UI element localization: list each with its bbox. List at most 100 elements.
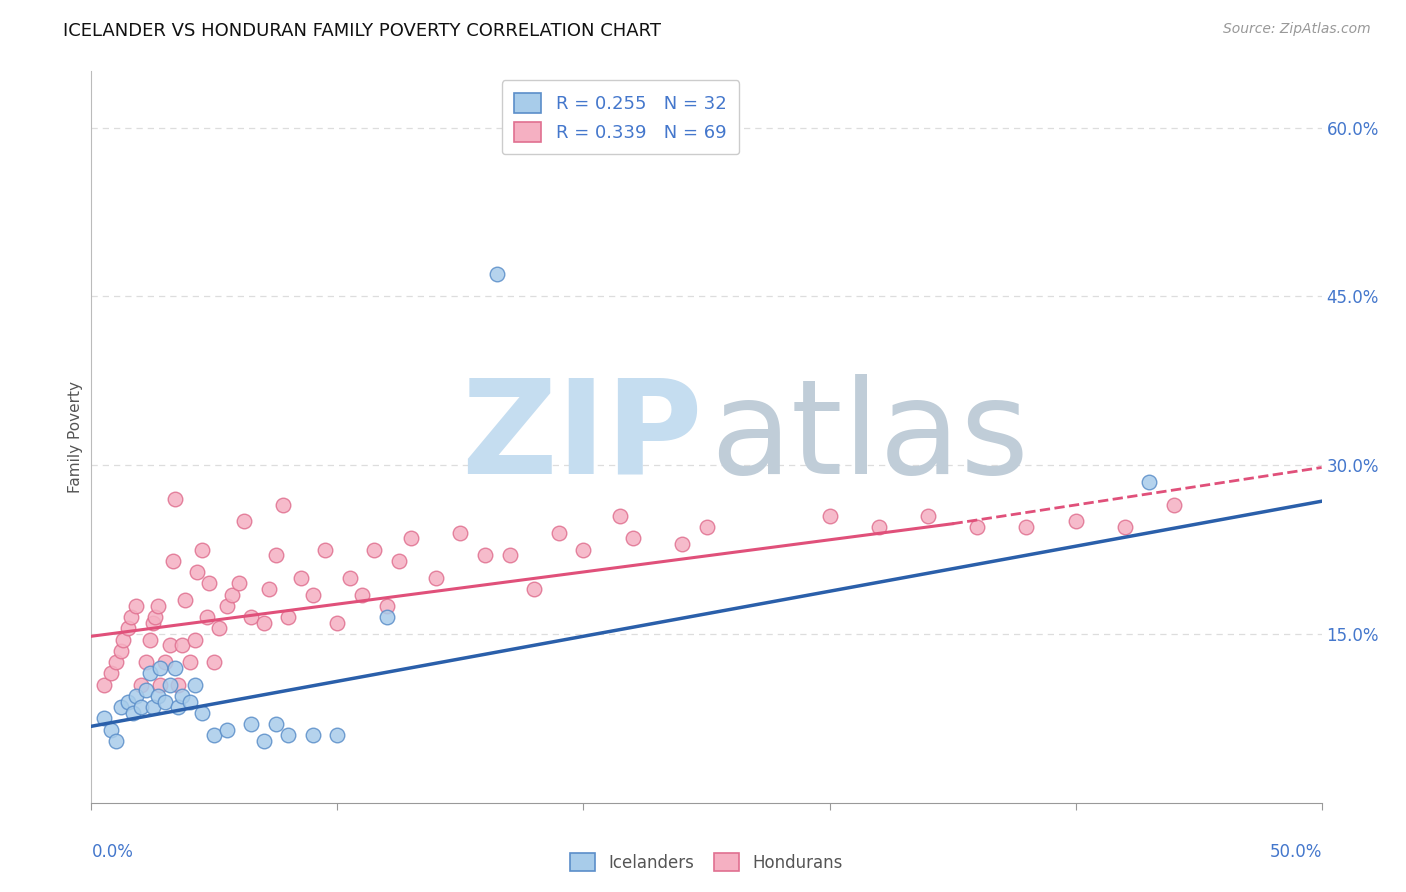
Point xyxy=(221,588,243,602)
Point xyxy=(120,610,142,624)
Point xyxy=(146,599,169,613)
Point xyxy=(93,678,115,692)
Point xyxy=(314,542,336,557)
Point xyxy=(129,700,152,714)
Point xyxy=(105,734,127,748)
Point xyxy=(498,548,520,562)
Point xyxy=(621,532,644,546)
Point xyxy=(609,508,631,523)
Point xyxy=(277,728,299,742)
Point xyxy=(301,728,323,742)
Point xyxy=(1139,475,1161,489)
Point xyxy=(163,661,186,675)
Point xyxy=(202,728,225,742)
Point xyxy=(163,491,186,506)
Point xyxy=(232,515,256,529)
Point xyxy=(425,571,447,585)
Point xyxy=(172,689,194,703)
Point xyxy=(818,508,841,523)
Point xyxy=(129,678,152,692)
Point xyxy=(253,615,276,630)
Point xyxy=(117,694,139,708)
Point xyxy=(146,689,169,703)
Point xyxy=(277,610,299,624)
Point xyxy=(142,615,165,630)
Point xyxy=(186,565,208,579)
Point xyxy=(695,520,717,534)
Point xyxy=(179,694,201,708)
Point xyxy=(240,610,263,624)
Point xyxy=(290,571,312,585)
Point xyxy=(375,599,398,613)
Text: atlas: atlas xyxy=(710,374,1029,500)
Point xyxy=(100,723,122,737)
Point xyxy=(112,632,135,647)
Point xyxy=(174,593,197,607)
Point xyxy=(215,599,238,613)
Point xyxy=(966,520,988,534)
Point xyxy=(139,632,162,647)
Point xyxy=(1163,498,1185,512)
Point xyxy=(449,525,471,540)
Point xyxy=(399,532,422,546)
Point xyxy=(301,588,323,602)
Text: 0.0%: 0.0% xyxy=(91,843,134,861)
Point xyxy=(917,508,939,523)
Point xyxy=(339,571,361,585)
Point xyxy=(208,621,231,635)
Point xyxy=(166,700,188,714)
Point xyxy=(183,678,207,692)
Point xyxy=(149,678,172,692)
Point xyxy=(253,734,276,748)
Point xyxy=(172,638,194,652)
Point xyxy=(117,621,139,635)
Point xyxy=(191,706,214,720)
Point xyxy=(352,588,374,602)
Point xyxy=(191,542,214,557)
Point xyxy=(122,706,145,720)
Point xyxy=(547,525,569,540)
Legend: Icelanders, Hondurans: Icelanders, Hondurans xyxy=(564,847,849,879)
Point xyxy=(195,610,218,624)
Point xyxy=(162,554,184,568)
Point xyxy=(124,599,146,613)
Point xyxy=(153,694,177,708)
Point xyxy=(1064,515,1087,529)
Point xyxy=(215,723,238,737)
Point xyxy=(671,537,693,551)
Point xyxy=(363,542,385,557)
Point xyxy=(264,548,287,562)
Text: ICELANDER VS HONDURAN FAMILY POVERTY CORRELATION CHART: ICELANDER VS HONDURAN FAMILY POVERTY COR… xyxy=(63,22,661,40)
Point xyxy=(388,554,411,568)
Point xyxy=(135,683,156,698)
Point xyxy=(326,728,349,742)
Point xyxy=(202,655,225,669)
Point xyxy=(271,498,295,512)
Text: ZIP: ZIP xyxy=(461,374,703,500)
Point xyxy=(100,666,122,681)
Point xyxy=(110,700,132,714)
Point xyxy=(149,661,172,675)
Y-axis label: Family Poverty: Family Poverty xyxy=(67,381,83,493)
Point xyxy=(179,655,201,669)
Text: Source: ZipAtlas.com: Source: ZipAtlas.com xyxy=(1223,22,1371,37)
Point xyxy=(139,666,162,681)
Point xyxy=(572,542,595,557)
Point xyxy=(159,678,181,692)
Point xyxy=(124,689,146,703)
Text: 50.0%: 50.0% xyxy=(1270,843,1322,861)
Point xyxy=(486,267,509,281)
Point xyxy=(868,520,890,534)
Point xyxy=(135,655,156,669)
Point xyxy=(166,678,188,692)
Point xyxy=(1015,520,1038,534)
Point xyxy=(142,700,165,714)
Point xyxy=(375,610,398,624)
Point xyxy=(523,582,546,596)
Point xyxy=(145,610,166,624)
Point xyxy=(474,548,496,562)
Point xyxy=(153,655,177,669)
Point xyxy=(110,644,132,658)
Point xyxy=(93,711,115,725)
Point xyxy=(105,655,127,669)
